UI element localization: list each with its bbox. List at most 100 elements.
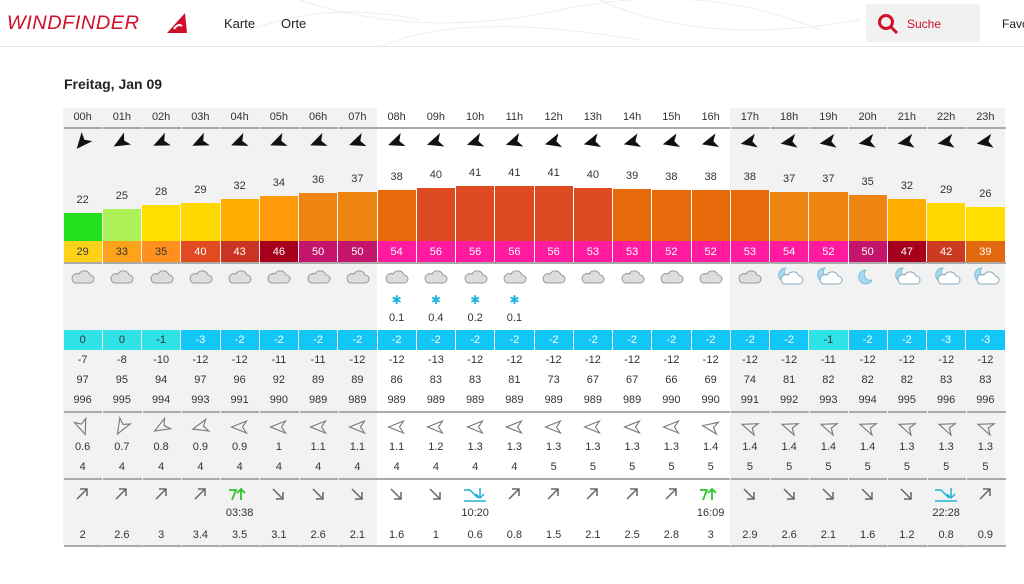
wind-gust-value: 56 <box>416 241 455 263</box>
snow-icon: ✱ <box>430 293 441 307</box>
divider <box>849 411 889 413</box>
wave-period-value: 5 <box>550 461 557 473</box>
wind-speed-bar <box>927 203 966 241</box>
cloud-weather-icon <box>573 266 612 288</box>
hour-label: 19h <box>819 111 838 123</box>
temperature-value: 0 <box>102 330 141 350</box>
feels-like-value: -12 <box>741 354 758 366</box>
temperature-value: -2 <box>456 330 495 350</box>
divider <box>535 262 575 264</box>
wave-height-value: 0.8 <box>153 441 169 453</box>
wind-speed-value: 40 <box>586 168 599 181</box>
divider <box>299 262 339 264</box>
temperature-value: -2 <box>730 330 769 350</box>
pressure-value: 994 <box>858 394 877 406</box>
pressure-value: 989 <box>426 394 446 406</box>
feels-like-value: -12 <box>702 354 719 366</box>
divider <box>535 411 575 413</box>
wind-direction-arrow-icon <box>887 130 926 154</box>
divider <box>64 411 104 413</box>
divider <box>142 411 182 413</box>
wave-period-value: 4 <box>354 461 361 473</box>
pressure-value: 995 <box>897 394 917 406</box>
moon-cloud-weather-icon <box>966 266 1005 288</box>
divider <box>888 478 928 480</box>
pressure-value: 989 <box>583 394 603 406</box>
cloud-weather-icon <box>220 266 259 288</box>
humidity-value: 83 <box>429 374 442 386</box>
wind-speed-value: 38 <box>743 171 756 184</box>
wind-gust-value: 50 <box>299 241 338 263</box>
divider <box>966 545 1006 547</box>
divider <box>495 545 535 547</box>
wave-period-value: 5 <box>825 461 832 473</box>
nav-link-karte[interactable]: Karte <box>224 16 256 31</box>
wind-direction-arrow-icon <box>495 130 534 154</box>
divider <box>613 127 653 129</box>
humidity-value: 92 <box>272 374 285 386</box>
wind-speed-value: 38 <box>390 171 403 184</box>
feels-like-value: -12 <box>859 354 876 366</box>
divider <box>966 127 1006 129</box>
wave-direction-icon <box>730 416 769 438</box>
feels-like-value: -12 <box>506 354 523 366</box>
humidity-value: 94 <box>155 374 168 386</box>
hour-column: 07h 37 50 -2 -12 89 989 1.1 4 2.1 <box>337 108 378 547</box>
wave-period-value: 5 <box>982 461 989 473</box>
divider <box>181 411 221 413</box>
wave-direction-icon <box>927 416 966 438</box>
humidity-value: 81 <box>508 374 521 386</box>
divider <box>888 411 928 413</box>
snow-icon: ✱ <box>470 293 481 307</box>
wave-period-value: 4 <box>197 461 204 473</box>
tide-falling-icon <box>809 482 848 506</box>
cloud-weather-icon <box>63 266 102 288</box>
pressure-value: 989 <box>505 394 524 406</box>
feels-like-value: -11 <box>820 354 836 366</box>
tide-falling-icon <box>730 482 769 506</box>
divider <box>692 411 732 413</box>
wave-direction-icon <box>887 416 926 438</box>
divider <box>338 545 378 547</box>
pressure-value: 989 <box>622 394 642 406</box>
wind-direction-arrow-icon <box>416 130 455 154</box>
hour-column: 08h 38 54 ✱ 0.1 -2 -12 86 989 1.1 4 1.6 <box>377 108 418 547</box>
nav-link-favorites[interactable]: Favo <box>1002 17 1024 31</box>
tide-height-value: 0.9 <box>977 529 994 541</box>
divider <box>770 127 810 129</box>
tide-falling-icon <box>416 482 455 506</box>
feels-like-value: -13 <box>427 354 444 366</box>
hour-column: 12h 41 56 -2 -12 73 989 1.3 5 1.5 <box>534 108 575 547</box>
wave-period-value: 4 <box>236 461 243 473</box>
wind-gust-value: 52 <box>691 241 730 263</box>
feels-like-value: -12 <box>231 354 248 366</box>
moon-cloud-weather-icon <box>927 266 966 288</box>
divider <box>103 262 143 264</box>
tide-high-icon <box>691 482 730 506</box>
snow-icon: ✱ <box>509 293 520 307</box>
nav-link-orte[interactable]: Orte <box>281 16 307 31</box>
wind-speed-bar <box>102 208 141 241</box>
hour-column: 01h 25 33 0 -8 95 995 0.7 4 2.6 <box>102 108 143 547</box>
hour-label: 14h <box>622 111 642 123</box>
wind-direction-arrow-icon <box>848 130 887 154</box>
wind-speed-bar <box>338 191 377 241</box>
wind-speed-value: 38 <box>704 171 717 184</box>
humidity-value: 81 <box>783 374 796 386</box>
divider <box>221 127 261 129</box>
search-button[interactable]: Suche <box>866 4 980 42</box>
tide-height-value: 0.8 <box>506 529 523 541</box>
hour-label: 20h <box>858 111 877 123</box>
wind-speed-value: 36 <box>312 174 325 187</box>
windfinder-logo[interactable]: WINDFINDER <box>6 13 140 34</box>
hour-column: 05h 34 46 -2 -11 92 990 1 4 3.1 <box>259 108 300 547</box>
pressure-value: 996 <box>73 394 92 406</box>
divider <box>299 411 339 413</box>
precipitation-value: 0.2 <box>467 312 483 324</box>
wind-speed-bar <box>534 186 573 241</box>
wave-height-value: 1.4 <box>781 441 797 453</box>
humidity-value: 66 <box>665 374 678 386</box>
precipitation-value: 0.4 <box>428 312 444 324</box>
divider <box>927 411 967 413</box>
hour-label: 11h <box>505 111 524 123</box>
